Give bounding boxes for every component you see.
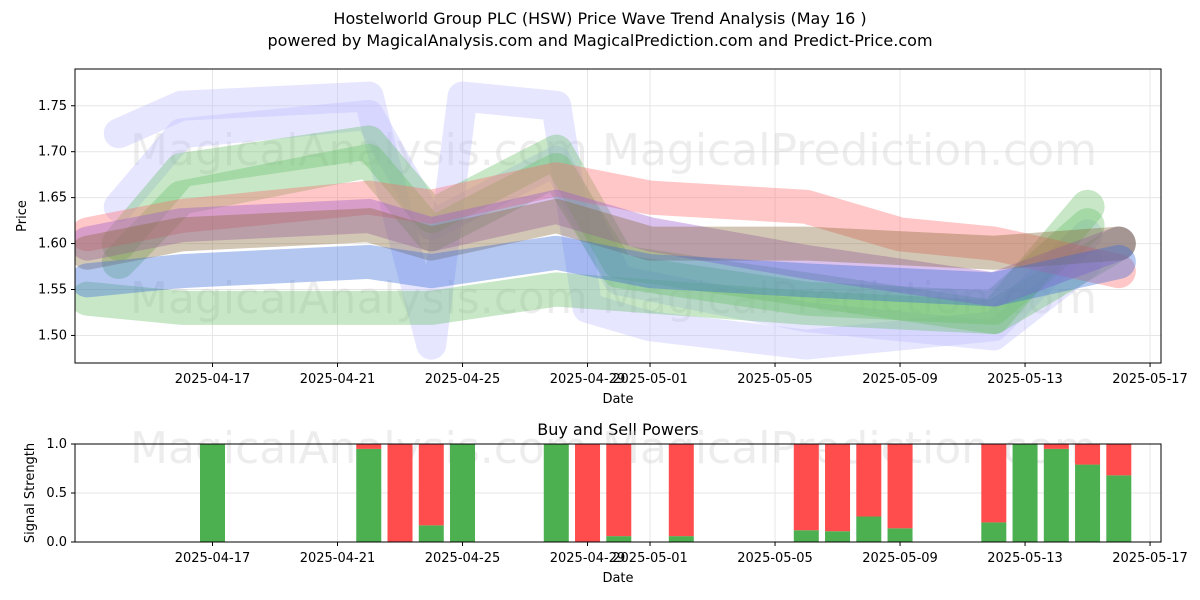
price-ytick-label: 1.70 (38, 145, 67, 160)
buy-bar (450, 444, 476, 542)
sell-bar (856, 444, 882, 517)
signal-ytick-label: 1.0 (46, 437, 67, 452)
sell-bar (356, 444, 382, 449)
price-right-mask (1161, 60, 1200, 380)
price-grid (75, 69, 1161, 363)
price-xtick-label: 2025-04-21 (300, 372, 376, 387)
price-xtick-label: 2025-05-01 (612, 372, 688, 387)
buy-bar (200, 444, 226, 542)
sell-bar (418, 444, 444, 526)
price-ytick-label: 1.55 (38, 283, 67, 298)
series-wave-halo-1 (103, 81, 1103, 360)
price-yaxis-label: Price (15, 200, 30, 232)
signal-xtick-label: 2025-04-29 (550, 551, 626, 566)
buy-bar (856, 516, 882, 542)
price-ytick-label: 1.75 (38, 99, 67, 114)
watermark-left-lower: MagicalAnalysis.com (130, 273, 588, 324)
price-xtick-label: 2025-04-29 (550, 372, 626, 387)
series-green-wave-1 (101, 125, 1105, 335)
sell-bar (825, 444, 851, 532)
price-series-group (70, 81, 1136, 360)
signal-xtick-label: 2025-04-21 (300, 551, 376, 566)
watermark-left: MagicalAnalysis.com (130, 125, 588, 176)
series-purple-band (70, 189, 1136, 307)
price-xtick-label: 2025-04-17 (175, 372, 251, 387)
price-ytick-label: 1.60 (38, 237, 67, 252)
buy-bar (1012, 444, 1038, 542)
price-xtick-label: 2025-05-17 (1112, 372, 1188, 387)
signal-axis-ticks: 0.0 0.5 1.0 2025-04-17 2025-04-21 2025-04-25 2… (46, 437, 1188, 566)
signal-ytick-label: 0.0 (46, 535, 67, 550)
buy-bar (981, 522, 1007, 542)
signal-xaxis-label: Date (602, 571, 633, 586)
series-brown-band (70, 199, 1136, 270)
signal-xtick-label: 2025-05-05 (737, 551, 813, 566)
signal-xtick-label: 2025-05-17 (1112, 551, 1188, 566)
sell-bar (887, 444, 913, 529)
buy-bar (793, 530, 819, 542)
sell-bar (606, 444, 632, 537)
buy-bar (825, 531, 851, 542)
sell-bar (1043, 444, 1069, 449)
signal-xtick-label: 2025-05-13 (987, 551, 1063, 566)
price-bottom-mask (0, 363, 1200, 408)
buy-bar (668, 536, 694, 542)
buy-bar (418, 525, 444, 542)
signal-xtick-label: 2025-05-01 (612, 551, 688, 566)
signal-ytick-label: 0.5 (46, 486, 67, 501)
price-xtick-label: 2025-05-13 (987, 372, 1063, 387)
watermark-right: MagicalPrediction.com (602, 125, 1097, 176)
price-xtick-label: 2025-05-05 (737, 372, 813, 387)
sell-bar (668, 444, 694, 537)
chart-subtitle: powered by MagicalAnalysis.com and Magic… (267, 31, 933, 50)
price-ytick-label: 1.50 (38, 328, 67, 343)
series-wave-halo-2 (103, 99, 1103, 351)
sell-bar (793, 444, 819, 531)
buy-bar (1043, 448, 1069, 542)
buy-bar (543, 444, 569, 542)
buy-bar (1106, 475, 1132, 542)
signal-xtick-label: 2025-05-09 (862, 551, 938, 566)
price-plot-frame (74, 68, 1162, 364)
price-left-mask (0, 60, 75, 380)
series-green-wave-2 (101, 143, 1105, 325)
signal-chart-title: Buy and Sell Powers (537, 420, 699, 439)
signal-yaxis-label: Signal Strength (23, 443, 38, 543)
signal-xtick-label: 2025-04-17 (175, 551, 251, 566)
series-blue-band (70, 235, 1136, 307)
chart-title: Hostelworld Group PLC (HSW) Price Wave T… (333, 9, 867, 28)
buy-bar (887, 528, 913, 542)
price-xtick-label: 2025-04-25 (425, 372, 501, 387)
sell-bar (981, 444, 1007, 523)
price-ytick-label: 1.65 (38, 191, 67, 206)
price-xaxis-label: Date (602, 392, 633, 407)
buy-bar (356, 448, 382, 542)
price-plot-area (75, 69, 1161, 363)
signal-bars (200, 444, 1132, 542)
sell-bar (387, 444, 413, 542)
sell-bar (1075, 444, 1101, 465)
price-top-mask (0, 55, 1200, 69)
buy-bar (606, 536, 632, 542)
sell-bar (1106, 444, 1132, 476)
series-red-band (70, 162, 1136, 289)
sell-bar (575, 444, 601, 542)
buy-bar (1075, 464, 1101, 542)
watermark-right-lower: MagicalPrediction.com (602, 273, 1097, 324)
price-xtick-label: 2025-05-09 (862, 372, 938, 387)
signal-xtick-label: 2025-04-25 (425, 551, 501, 566)
series-green-low-band (70, 226, 1136, 335)
price-axis-ticks: 1.50 1.55 1.60 1.65 1.70 1.75 2025-04-17 2025-0… (38, 99, 1188, 387)
